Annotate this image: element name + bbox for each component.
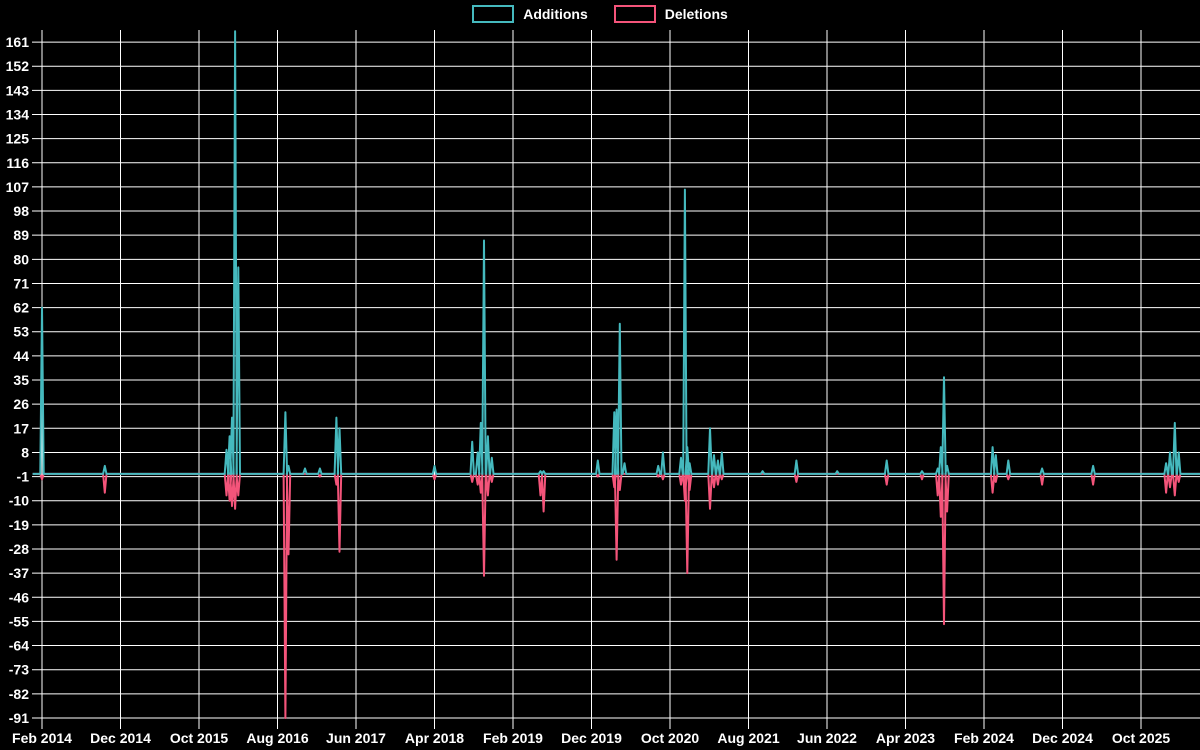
y-tick-label: 152 (6, 58, 30, 74)
legend-label-additions: Additions (523, 6, 588, 22)
y-axis-labels: 161 152 143 134 125 116 107 98 89 80 71 62 53 44 35 26 1… (6, 34, 30, 726)
x-tick-label: Jun 2022 (797, 730, 857, 746)
additions-line (32, 30, 1200, 475)
x-tick-label: Apr 2023 (876, 730, 935, 746)
x-tick-label: Jun 2017 (326, 730, 386, 746)
y-tick-label: 71 (13, 275, 29, 291)
additions-swatch-icon (472, 5, 515, 23)
y-tick-label: 26 (13, 396, 29, 412)
y-tick-label: 44 (13, 348, 29, 364)
deletions-line (32, 472, 1200, 719)
y-tick-label: 161 (6, 34, 30, 50)
y-tick-label: 134 (6, 106, 30, 122)
x-tick-label: Feb 2014 (12, 730, 72, 746)
x-tick-label: Oct 2025 (1112, 730, 1171, 746)
y-tick-label: 35 (13, 372, 29, 388)
x-gridlines (41, 30, 1142, 729)
legend-item-additions[interactable]: Additions (472, 5, 588, 23)
x-tick-label: Aug 2016 (246, 730, 308, 746)
y-tick-label: 53 (13, 324, 29, 340)
y-tick-label: 17 (13, 420, 29, 436)
y-tick-label: -10 (9, 493, 29, 509)
x-axis-labels: Feb 2014 Dec 2014 Oct 2015 Aug 2016 Jun 2017… (12, 730, 1170, 746)
x-tick-label: Dec 2024 (1032, 730, 1093, 746)
y-tick-label: 125 (6, 131, 30, 147)
y-tick-label: -46 (9, 589, 29, 605)
y-tick-label: -64 (9, 638, 29, 654)
x-tick-label: Oct 2015 (170, 730, 229, 746)
x-tick-label: Aug 2021 (717, 730, 779, 746)
y-tick-label: -91 (9, 710, 29, 726)
y-tick-label: -73 (9, 662, 29, 678)
y-tick-label: -37 (9, 565, 29, 581)
y-tick-label: 143 (6, 82, 30, 98)
chart-legend: Additions Deletions (0, 5, 1200, 23)
y-tick-label: -28 (9, 541, 29, 557)
x-tick-label: Feb 2019 (483, 730, 543, 746)
x-tick-label: Feb 2024 (954, 730, 1014, 746)
y-tick-label: 8 (21, 444, 29, 460)
x-tick-label: Dec 2014 (90, 730, 151, 746)
legend-label-deletions: Deletions (664, 6, 728, 22)
y-tick-label: -1 (17, 469, 30, 485)
y-tick-label: 89 (13, 227, 29, 243)
deletions-swatch-icon (613, 5, 656, 23)
y-tick-label: 98 (13, 203, 29, 219)
y-tick-label: -19 (9, 517, 29, 533)
y-tick-label: 62 (13, 300, 29, 316)
x-tick-label: Oct 2020 (641, 730, 700, 746)
y-tick-label: 80 (13, 251, 29, 267)
y-tick-label: 107 (6, 179, 30, 195)
x-tick-label: Apr 2018 (405, 730, 464, 746)
y-tick-label: 116 (6, 155, 29, 171)
y-gridlines (32, 41, 1200, 719)
x-tick-label: Dec 2019 (561, 730, 622, 746)
y-tick-label: -82 (9, 686, 29, 702)
y-tick-label: -55 (9, 613, 29, 629)
legend-item-deletions[interactable]: Deletions (613, 5, 728, 23)
